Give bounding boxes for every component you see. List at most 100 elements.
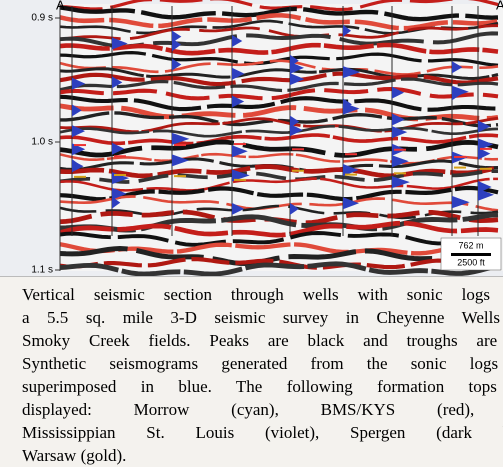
reflector <box>59 177 498 192</box>
synthetic-trace <box>112 142 125 155</box>
reflector <box>59 5 499 22</box>
section-label: A' <box>496 0 503 12</box>
synthetic-trace <box>290 202 299 215</box>
formation-top <box>234 143 246 146</box>
synthetic-trace <box>232 67 245 80</box>
scale-bar <box>451 253 491 256</box>
synthetic-trace <box>112 37 128 50</box>
formation-top <box>174 144 186 147</box>
formation-top <box>454 155 466 158</box>
synthetic-trace <box>72 159 81 172</box>
synthetic-trace <box>172 132 190 145</box>
synthetic-trace <box>478 120 491 133</box>
caption-line: Warsaw (gold). <box>22 446 127 465</box>
synthetic-trace <box>392 155 409 168</box>
synthetic-trace <box>172 39 181 52</box>
synthetic-trace <box>452 85 469 98</box>
synthetic-trace <box>112 187 127 200</box>
caption: Vertical seismic section through wells w… <box>0 276 503 467</box>
reflector <box>59 195 499 212</box>
synthetic-trace <box>172 154 189 167</box>
reflector <box>59 103 499 122</box>
formation-top <box>292 148 304 151</box>
reflector <box>59 257 499 270</box>
synthetic-trace <box>478 138 494 151</box>
seismic-traces <box>59 0 499 277</box>
synthetic-trace <box>392 176 410 189</box>
formation-top <box>292 169 304 172</box>
synthetic-trace <box>478 188 495 201</box>
reflector <box>59 13 499 31</box>
section-label: A <box>56 0 65 12</box>
synthetic-trace <box>112 196 121 209</box>
synthetic-trace <box>232 169 250 182</box>
reflector <box>59 139 499 158</box>
scale-label: 2500 ft <box>457 257 485 267</box>
time-label: 1.0 s <box>31 137 53 148</box>
reflector <box>59 86 499 101</box>
reflector <box>59 71 499 87</box>
synthetic-trace <box>392 86 405 99</box>
synthetic-trace <box>290 61 305 74</box>
reflector <box>59 42 499 56</box>
synthetic-trace <box>478 181 489 194</box>
synthetic-trace <box>232 202 245 215</box>
synthetic-trace <box>172 30 182 43</box>
time-label: 0.9 s <box>31 13 53 24</box>
formation-top <box>74 175 86 178</box>
reflector <box>59 77 499 93</box>
reflector <box>59 59 499 76</box>
reflector <box>59 0 499 12</box>
formation-top <box>174 175 186 178</box>
caption-line: Smoky Creek fields. Peaks are black and … <box>22 331 503 350</box>
reflector <box>59 24 498 41</box>
synthetic-trace <box>343 24 352 37</box>
synthetic-trace <box>343 163 359 176</box>
synthetic-trace <box>290 115 300 128</box>
caption-line: Synthetic seismograms generated from the… <box>22 354 503 373</box>
reflector <box>59 204 499 220</box>
synthetic-trace <box>72 143 86 156</box>
synthetic-trace <box>343 66 361 79</box>
synthetic-trace <box>172 58 182 71</box>
time-label: 1.1 s <box>31 265 53 276</box>
reflector <box>59 133 499 146</box>
synthetic-trace <box>343 197 360 210</box>
formation-top <box>345 153 357 156</box>
synthetic-trace <box>232 95 245 108</box>
synthetic-trace <box>343 102 360 115</box>
wells <box>71 6 495 236</box>
caption-line: Mississippian St. Louis (violet), Sperge… <box>22 423 503 442</box>
synthetic-trace <box>232 35 243 48</box>
synthetic-trace <box>290 73 305 86</box>
synthetic-trace <box>72 104 82 117</box>
formation-top <box>74 144 86 147</box>
synthetic-trace <box>392 126 408 139</box>
formation-top <box>454 166 466 169</box>
formation-top <box>345 173 357 176</box>
formation-top <box>114 174 126 177</box>
seismic-figure: 0.9 s 1.0 s 1.1 s A A' 762 m 2500 ft <box>0 0 503 277</box>
formation-top <box>394 148 406 151</box>
reflector <box>59 231 499 247</box>
formation-top <box>114 155 126 158</box>
caption-line: superimposed in blue. The following form… <box>22 377 503 396</box>
formation-top <box>480 167 492 170</box>
reflector <box>59 124 499 138</box>
reflector <box>59 220 499 238</box>
synthetic-trace <box>72 125 86 138</box>
synthetic-trace <box>290 54 299 67</box>
reflector <box>59 164 499 179</box>
reflector <box>59 185 499 202</box>
synthetic-trace <box>232 145 248 158</box>
caption-line: displayed: Morrow (cyan), BMS/KYS (red),… <box>22 400 503 419</box>
synthetic-trace <box>112 76 123 89</box>
synthetic-trace <box>478 147 491 160</box>
synthetic-trace <box>72 77 86 90</box>
reflector <box>59 169 498 184</box>
caption-line: Vertical seismic section through wells w… <box>22 285 503 304</box>
formation-top <box>234 178 246 181</box>
synthetic-trace <box>452 61 463 74</box>
synthetic-trace <box>290 124 303 137</box>
